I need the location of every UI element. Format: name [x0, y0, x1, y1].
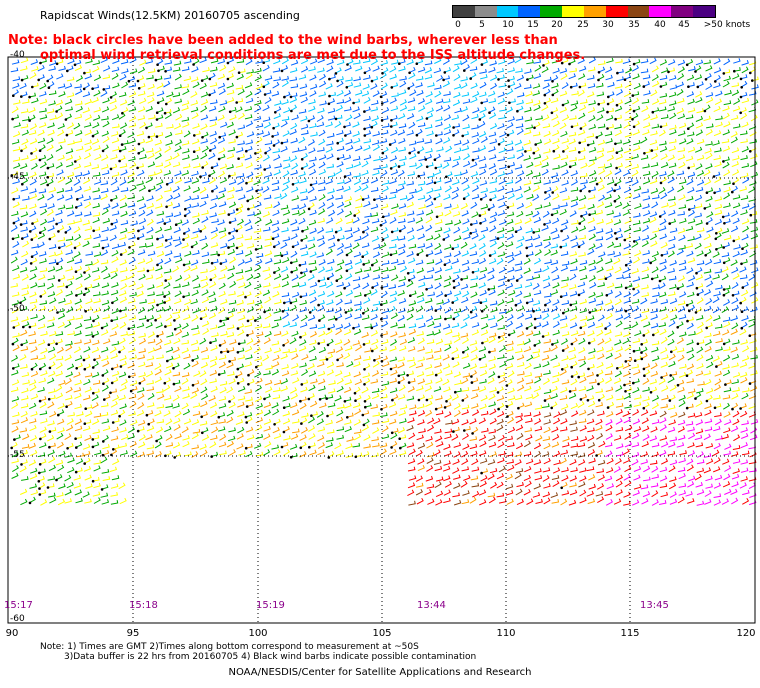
scale-swatch-4 — [540, 6, 563, 17]
scale-swatch-6 — [583, 6, 606, 17]
lon-label-115e: 115 — [620, 628, 640, 639]
scale-label-0: 0 — [455, 20, 461, 30]
lon-label-95e: 95 — [126, 628, 140, 639]
scale-swatch-7 — [605, 6, 628, 17]
scale-label-9: 45 — [678, 20, 690, 30]
scale-label-5: 25 — [577, 20, 589, 30]
lon-label-100e: 100 — [248, 628, 268, 639]
scale-swatch-5 — [562, 6, 584, 17]
lon-label-110e: 110 — [496, 628, 516, 639]
lat-label-50s: -50 — [10, 304, 25, 314]
footer-note-line-1: Note: 1) Times are GMT 2)Times along bot… — [40, 642, 419, 652]
lon-label-120e: 120 — [736, 628, 756, 639]
pass-time-1345: 13:45 — [640, 600, 669, 611]
scale-swatch-11 — [693, 6, 715, 17]
pass-time-1344: 13:44 — [417, 600, 446, 611]
map-title: Rapidscat Winds(12.5KM) 20160705 ascendi… — [40, 9, 300, 22]
lon-label-105e: 105 — [372, 628, 392, 639]
scale-label-3: 15 — [527, 20, 539, 30]
pass-time-1519: 15:19 — [256, 600, 285, 611]
lat-label-45s: -45 — [10, 172, 25, 182]
wind-barb-map — [7, 56, 759, 624]
lat-label-60s: -60 — [10, 614, 25, 624]
scale-swatch-0 — [453, 6, 475, 17]
lon-label-90e: 90 — [5, 628, 19, 639]
scale-label-6: 30 — [602, 20, 614, 30]
scale-swatch-3 — [518, 6, 541, 17]
scale-label-2: 10 — [502, 20, 514, 30]
wind-speed-color-scale — [452, 5, 716, 18]
lat-label-55s: -55 — [10, 450, 25, 460]
scale-swatch-8 — [627, 6, 650, 17]
contamination-note-line-2: optimal wind retrieval conditions are me… — [40, 48, 586, 63]
map-frame — [7, 56, 756, 624]
scale-swatch-2 — [496, 6, 519, 17]
lat-label-40s: -40 — [10, 50, 25, 60]
contamination-note-line-1: Note: black circles have been added to t… — [8, 33, 558, 48]
scale-label-10: >50 knots — [703, 20, 751, 30]
wind-barbs-layer — [10, 56, 759, 506]
pass-time-1518: 15:18 — [129, 600, 158, 611]
credit-line: NOAA/NESDIS/Center for Satellite Applica… — [228, 667, 532, 678]
scale-label-8: 40 — [654, 20, 666, 30]
footer-note-line-2: 3)Data buffer is 22 hrs from 20160705 4)… — [64, 652, 477, 662]
scale-swatch-10 — [671, 6, 694, 17]
scale-label-7: 35 — [628, 20, 640, 30]
scale-label-4: 20 — [551, 20, 563, 30]
scale-label-1: 5 — [479, 20, 485, 30]
scale-swatch-9 — [649, 6, 672, 17]
pass-time-1517: 15:17 — [4, 600, 33, 611]
scale-swatch-1 — [474, 6, 497, 17]
